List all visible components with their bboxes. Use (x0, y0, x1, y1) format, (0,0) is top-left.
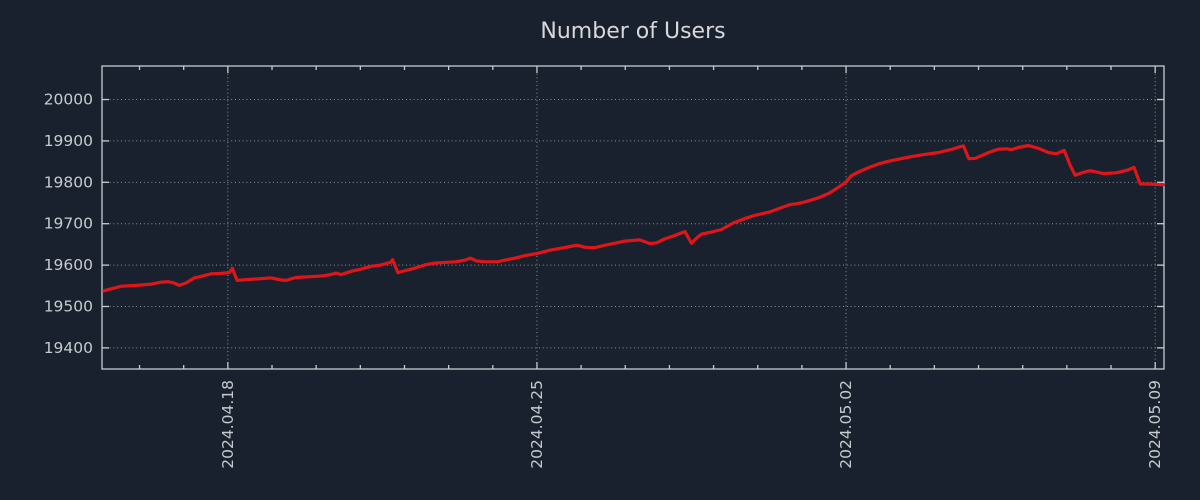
y-tick-label: 19800 (44, 173, 93, 191)
series-line (102, 143, 1165, 293)
axes (101, 65, 1165, 370)
x-tick-label: 2024.04.25 (528, 380, 546, 469)
y-tick-label: 19400 (44, 339, 93, 357)
grid-lines (102, 66, 1164, 369)
y-tick-label: 20000 (44, 91, 93, 109)
y-tick-label: 19500 (44, 297, 93, 315)
data-series (102, 143, 1165, 293)
y-tick-label: 19700 (44, 215, 93, 233)
x-tick-label: 2024.05.02 (837, 380, 855, 469)
plot-border (101, 65, 1165, 370)
tick-labels: 19400 19500 19600 19700 19800 19900 20000 2024.… (44, 91, 1164, 469)
y-tick-label: 19900 (44, 132, 93, 150)
y-tick-label: 19600 (44, 256, 93, 274)
x-tick-label: 2024.04.18 (219, 380, 237, 469)
chart-title: Number of Users (540, 19, 725, 44)
tick-marks (102, 66, 1164, 369)
x-tick-label: 2024.05.09 (1146, 380, 1164, 469)
